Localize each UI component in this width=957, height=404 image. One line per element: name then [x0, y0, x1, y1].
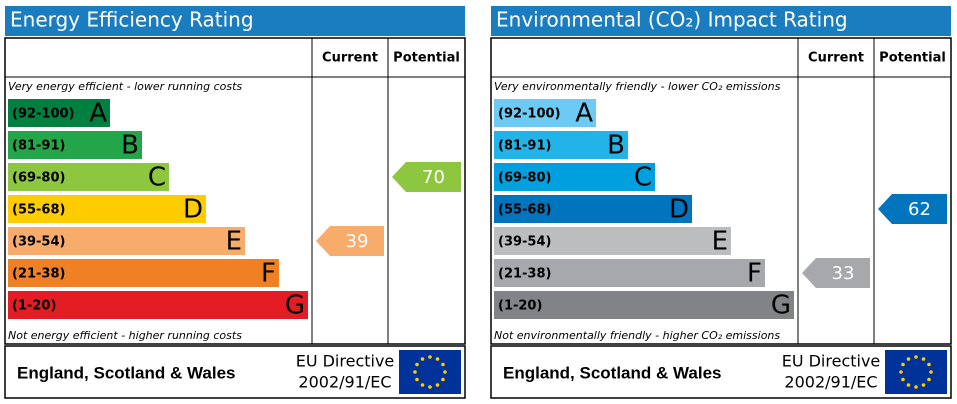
- band-letter: D: [183, 195, 203, 225]
- rating-band: [8, 163, 169, 191]
- footer-frame: [490, 345, 952, 399]
- rating-value: 62: [908, 199, 931, 220]
- panel-title: Energy Efficiency Rating: [10, 8, 254, 32]
- eu-star: [428, 385, 432, 389]
- band-range: (92-100): [498, 107, 561, 122]
- rating-arrow: [878, 194, 947, 224]
- eu-star: [441, 377, 445, 382]
- band-letter: E: [712, 227, 728, 257]
- band-range: (39-54): [12, 235, 65, 250]
- rating-arrow: [392, 162, 461, 192]
- rating-band: [494, 291, 794, 319]
- column-header: Current: [808, 51, 864, 66]
- rating-arrow: [802, 258, 870, 288]
- eu-star: [914, 355, 918, 359]
- band-letter: F: [261, 259, 276, 289]
- eu-star: [413, 370, 417, 374]
- panel-title: Environmental (CO₂) Impact Rating: [496, 8, 848, 32]
- eu-star: [899, 370, 903, 374]
- band-range: (1-20): [12, 299, 56, 314]
- band-letter: C: [634, 163, 652, 193]
- rating-band: [8, 195, 206, 223]
- band-letter: E: [226, 227, 242, 257]
- rating-band: [494, 259, 765, 287]
- footer-frame: [4, 345, 466, 399]
- column-header: Potential: [879, 51, 946, 66]
- band-range: (81-91): [498, 139, 551, 154]
- band-range: (21-38): [498, 267, 551, 282]
- title-bar: [5, 6, 465, 36]
- rating-band: [494, 99, 596, 127]
- eu-star: [906, 383, 911, 387]
- band-letter: G: [771, 291, 791, 321]
- eu-star: [415, 377, 419, 382]
- eu-star: [428, 355, 432, 359]
- band-letter: G: [285, 291, 305, 321]
- eu-star: [901, 377, 905, 382]
- band-letter: B: [121, 131, 139, 161]
- rating-band: [494, 227, 731, 255]
- band-range: (69-80): [12, 171, 65, 186]
- rating-arrow: [316, 226, 384, 256]
- rating-band: [8, 131, 142, 159]
- eu-star: [906, 357, 911, 361]
- eu-star: [415, 362, 419, 367]
- eu-star: [443, 370, 447, 374]
- eu-star: [420, 383, 425, 387]
- band-range: (81-91): [12, 139, 65, 154]
- eu-star: [921, 357, 926, 361]
- rating-band: [8, 99, 110, 127]
- bottom-note: Not environmentally friendly - higher CO…: [494, 329, 780, 342]
- rating-value: 70: [422, 167, 445, 188]
- band-letter: C: [148, 163, 166, 193]
- band-range: (92-100): [12, 107, 75, 122]
- rating-band: [494, 195, 692, 223]
- eu-star: [901, 362, 905, 367]
- band-letter: A: [575, 99, 593, 129]
- top-note: Very environmentally friendly - lower CO…: [494, 80, 781, 93]
- rating-band: [8, 259, 279, 287]
- title-bar: [491, 6, 951, 36]
- band-range: (39-54): [498, 235, 551, 250]
- rating-band: [494, 163, 655, 191]
- column-header: Current: [322, 51, 378, 66]
- eu-star: [435, 383, 440, 387]
- band-letter: F: [747, 259, 762, 289]
- eu-star: [435, 357, 440, 361]
- band-range: (69-80): [498, 171, 551, 186]
- eu-star: [927, 362, 931, 367]
- eu-star: [927, 377, 931, 382]
- footer-code: 2002/91/EC: [298, 373, 391, 392]
- eu-star: [914, 385, 918, 389]
- footer-directive: EU Directive: [296, 352, 395, 371]
- footer-region: England, Scotland & Wales: [503, 363, 722, 382]
- band-range: (55-68): [12, 203, 65, 218]
- footer-directive: EU Directive: [782, 352, 881, 371]
- rating-band: [494, 131, 628, 159]
- rating-band: [8, 227, 245, 255]
- band-range: (21-38): [12, 267, 65, 282]
- band-letter: A: [89, 99, 107, 129]
- rating-band: [8, 291, 308, 319]
- eu-star: [420, 357, 425, 361]
- band-letter: B: [607, 131, 625, 161]
- bottom-note: Not energy efficient - higher running co…: [8, 329, 242, 342]
- top-note: Very energy efficient - lower running co…: [8, 80, 242, 93]
- eu-star: [929, 370, 933, 374]
- eu-star: [441, 362, 445, 367]
- column-header: Potential: [393, 51, 460, 66]
- band-range: (1-20): [498, 299, 542, 314]
- rating-value: 33: [832, 263, 855, 284]
- rating-value: 39: [346, 231, 369, 252]
- band-range: (55-68): [498, 203, 551, 218]
- footer-region: England, Scotland & Wales: [17, 363, 236, 382]
- eu-star: [921, 383, 926, 387]
- band-letter: D: [669, 195, 689, 225]
- footer-code: 2002/91/EC: [784, 373, 877, 392]
